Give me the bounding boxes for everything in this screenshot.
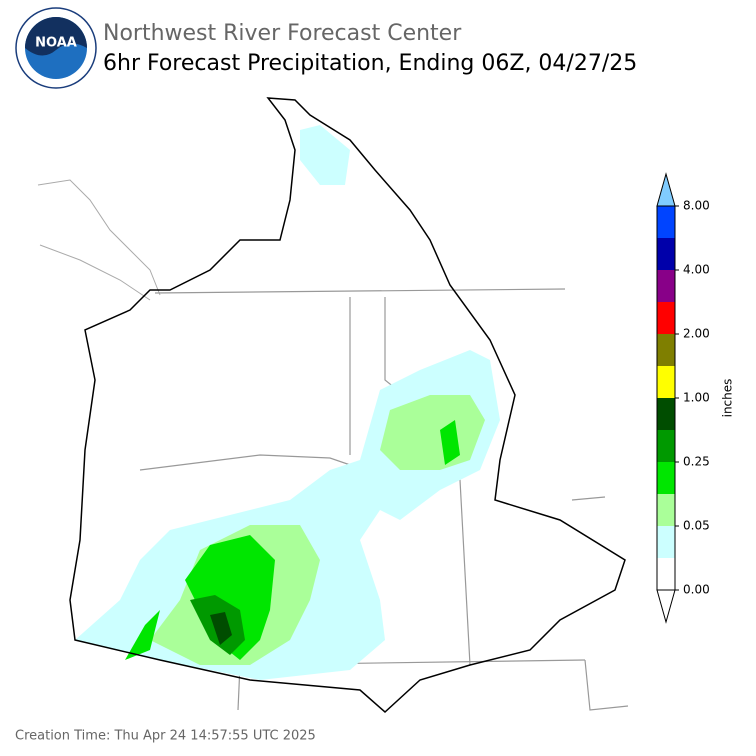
colorbar-tick-label: 1.00 [683, 391, 710, 405]
colorbar-segment [657, 206, 675, 238]
basin-outline [69, 97, 626, 714]
colorbar-over [656, 172, 676, 207]
colorbar-segment [657, 494, 675, 526]
colorbar-tick-label: 4.00 [683, 263, 710, 277]
precipitation-areas [75, 125, 500, 680]
colorbar: 0.00 0.05 0.25 1.00 2.00 4.00 8.00 [656, 172, 710, 624]
creation-time: Creation Time: Thu Apr 24 14:57:55 UTC 2… [15, 729, 316, 744]
colorbar-tick-label: 8.00 [683, 199, 710, 213]
noaa-logo: NOAA [15, 7, 97, 89]
colorbar-tick-label: 0.00 [683, 583, 710, 597]
org-name: Northwest River Forecast Center [103, 21, 462, 46]
logo-text: NOAA [35, 36, 77, 51]
colorbar-segment [657, 302, 675, 334]
colorbar-segment [657, 462, 675, 494]
colorbar-segment [657, 238, 675, 270]
colorbar-tick-label: 0.25 [683, 455, 710, 469]
colorbar-tick-label: 2.00 [683, 327, 710, 341]
colorbar-segment [657, 398, 675, 430]
colorbar-segment [657, 558, 675, 590]
coastline [37, 179, 161, 301]
colorbar-label: inches [721, 379, 735, 418]
colorbar-segment [657, 270, 675, 302]
colorbar-segment [657, 334, 675, 366]
colorbar-segment [657, 430, 675, 462]
colorbar-segment [657, 526, 675, 558]
colorbar-under [656, 589, 676, 624]
map-title: 6hr Forecast Precipitation, Ending 06Z, … [103, 51, 637, 76]
colorbar-segment [657, 366, 675, 398]
colorbar-tick-label: 0.05 [683, 519, 710, 533]
